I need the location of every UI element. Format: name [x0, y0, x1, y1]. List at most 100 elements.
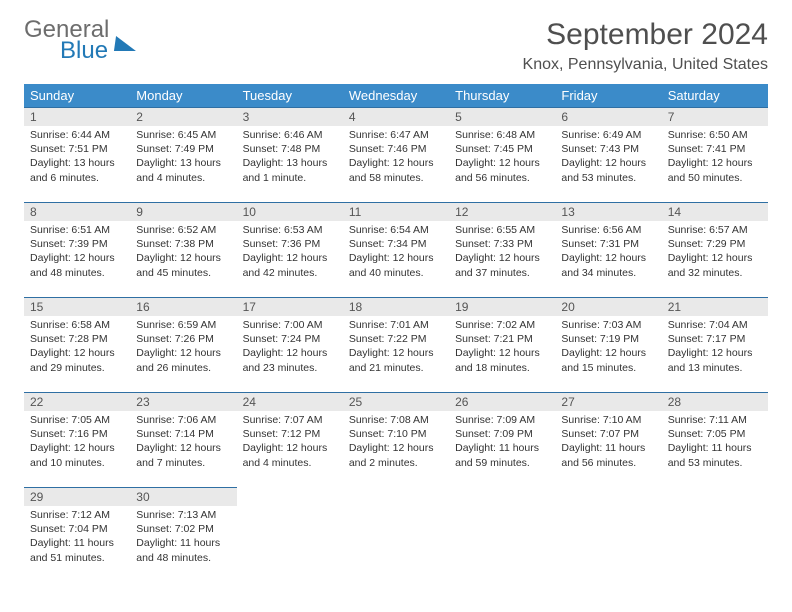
calendar-body: 1Sunrise: 6:44 AMSunset: 7:51 PMDaylight… [24, 108, 768, 583]
day-data: Sunrise: 7:03 AMSunset: 7:19 PMDaylight:… [555, 316, 661, 379]
calendar-cell: 2Sunrise: 6:45 AMSunset: 7:49 PMDaylight… [130, 108, 236, 203]
location: Knox, Pennsylvania, United States [523, 56, 768, 74]
day-number: 7 [662, 108, 768, 126]
calendar-cell: 5Sunrise: 6:48 AMSunset: 7:45 PMDaylight… [449, 108, 555, 203]
calendar-cell: 18Sunrise: 7:01 AMSunset: 7:22 PMDayligh… [343, 298, 449, 393]
calendar-table: SundayMondayTuesdayWednesdayThursdayFrid… [24, 84, 768, 583]
day-number: 8 [24, 203, 130, 221]
day-number: 1 [24, 108, 130, 126]
day-data: Sunrise: 6:58 AMSunset: 7:28 PMDaylight:… [24, 316, 130, 379]
calendar-row: 1Sunrise: 6:44 AMSunset: 7:51 PMDaylight… [24, 108, 768, 203]
calendar-cell: 24Sunrise: 7:07 AMSunset: 7:12 PMDayligh… [237, 393, 343, 488]
day-number: 24 [237, 393, 343, 411]
day-number: 28 [662, 393, 768, 411]
title-block: September 2024 Knox, Pennsylvania, Unite… [523, 18, 768, 74]
day-number: 21 [662, 298, 768, 316]
day-number: 18 [343, 298, 449, 316]
day-number: 17 [237, 298, 343, 316]
calendar-cell: 17Sunrise: 7:00 AMSunset: 7:24 PMDayligh… [237, 298, 343, 393]
sail-icon [114, 36, 138, 51]
calendar-row: 8Sunrise: 6:51 AMSunset: 7:39 PMDaylight… [24, 203, 768, 298]
day-data: Sunrise: 6:46 AMSunset: 7:48 PMDaylight:… [237, 126, 343, 189]
day-data: Sunrise: 7:07 AMSunset: 7:12 PMDaylight:… [237, 411, 343, 474]
day-data: Sunrise: 6:50 AMSunset: 7:41 PMDaylight:… [662, 126, 768, 189]
day-data: Sunrise: 6:56 AMSunset: 7:31 PMDaylight:… [555, 221, 661, 284]
day-number: 27 [555, 393, 661, 411]
calendar-cell: 21Sunrise: 7:04 AMSunset: 7:17 PMDayligh… [662, 298, 768, 393]
calendar-cell: 7Sunrise: 6:50 AMSunset: 7:41 PMDaylight… [662, 108, 768, 203]
calendar-cell: 15Sunrise: 6:58 AMSunset: 7:28 PMDayligh… [24, 298, 130, 393]
day-data: Sunrise: 7:09 AMSunset: 7:09 PMDaylight:… [449, 411, 555, 474]
day-number: 16 [130, 298, 236, 316]
logo: General Blue [24, 18, 137, 63]
calendar-cell: 3Sunrise: 6:46 AMSunset: 7:48 PMDaylight… [237, 108, 343, 203]
calendar-cell: 26Sunrise: 7:09 AMSunset: 7:09 PMDayligh… [449, 393, 555, 488]
day-data: Sunrise: 7:12 AMSunset: 7:04 PMDaylight:… [24, 506, 130, 569]
day-number: 5 [449, 108, 555, 126]
logo-part2: Blue [60, 39, 109, 63]
calendar-cell [343, 488, 449, 583]
calendar-cell: 6Sunrise: 6:49 AMSunset: 7:43 PMDaylight… [555, 108, 661, 203]
day-data: Sunrise: 6:47 AMSunset: 7:46 PMDaylight:… [343, 126, 449, 189]
day-data: Sunrise: 6:59 AMSunset: 7:26 PMDaylight:… [130, 316, 236, 379]
calendar-cell: 20Sunrise: 7:03 AMSunset: 7:19 PMDayligh… [555, 298, 661, 393]
day-data: Sunrise: 6:48 AMSunset: 7:45 PMDaylight:… [449, 126, 555, 189]
day-number: 23 [130, 393, 236, 411]
day-data: Sunrise: 6:51 AMSunset: 7:39 PMDaylight:… [24, 221, 130, 284]
day-number: 20 [555, 298, 661, 316]
day-data: Sunrise: 6:52 AMSunset: 7:38 PMDaylight:… [130, 221, 236, 284]
day-data: Sunrise: 6:53 AMSunset: 7:36 PMDaylight:… [237, 221, 343, 284]
calendar-cell: 14Sunrise: 6:57 AMSunset: 7:29 PMDayligh… [662, 203, 768, 298]
day-data: Sunrise: 7:01 AMSunset: 7:22 PMDaylight:… [343, 316, 449, 379]
day-number: 22 [24, 393, 130, 411]
weekday-header: Wednesday [343, 84, 449, 108]
month-title: September 2024 [523, 18, 768, 52]
calendar-cell: 11Sunrise: 6:54 AMSunset: 7:34 PMDayligh… [343, 203, 449, 298]
day-number: 11 [343, 203, 449, 221]
calendar-cell [555, 488, 661, 583]
weekday-header: Saturday [662, 84, 768, 108]
day-number: 15 [24, 298, 130, 316]
weekday-header: Monday [130, 84, 236, 108]
day-number: 13 [555, 203, 661, 221]
calendar-cell: 9Sunrise: 6:52 AMSunset: 7:38 PMDaylight… [130, 203, 236, 298]
calendar-cell [449, 488, 555, 583]
day-number: 6 [555, 108, 661, 126]
day-number: 10 [237, 203, 343, 221]
calendar-cell: 8Sunrise: 6:51 AMSunset: 7:39 PMDaylight… [24, 203, 130, 298]
day-data: Sunrise: 7:10 AMSunset: 7:07 PMDaylight:… [555, 411, 661, 474]
calendar-cell: 12Sunrise: 6:55 AMSunset: 7:33 PMDayligh… [449, 203, 555, 298]
calendar-cell: 1Sunrise: 6:44 AMSunset: 7:51 PMDaylight… [24, 108, 130, 203]
day-number: 4 [343, 108, 449, 126]
calendar-row: 15Sunrise: 6:58 AMSunset: 7:28 PMDayligh… [24, 298, 768, 393]
day-number: 3 [237, 108, 343, 126]
day-data: Sunrise: 7:08 AMSunset: 7:10 PMDaylight:… [343, 411, 449, 474]
calendar-cell: 23Sunrise: 7:06 AMSunset: 7:14 PMDayligh… [130, 393, 236, 488]
day-data: Sunrise: 6:57 AMSunset: 7:29 PMDaylight:… [662, 221, 768, 284]
calendar-row: 22Sunrise: 7:05 AMSunset: 7:16 PMDayligh… [24, 393, 768, 488]
logo-text: General Blue [24, 18, 109, 63]
calendar-cell: 25Sunrise: 7:08 AMSunset: 7:10 PMDayligh… [343, 393, 449, 488]
weekday-header-row: SundayMondayTuesdayWednesdayThursdayFrid… [24, 84, 768, 108]
calendar-cell: 29Sunrise: 7:12 AMSunset: 7:04 PMDayligh… [24, 488, 130, 583]
calendar-cell: 16Sunrise: 6:59 AMSunset: 7:26 PMDayligh… [130, 298, 236, 393]
day-data: Sunrise: 7:06 AMSunset: 7:14 PMDaylight:… [130, 411, 236, 474]
day-data: Sunrise: 7:00 AMSunset: 7:24 PMDaylight:… [237, 316, 343, 379]
calendar-cell: 13Sunrise: 6:56 AMSunset: 7:31 PMDayligh… [555, 203, 661, 298]
header: General Blue September 2024 Knox, Pennsy… [24, 18, 768, 74]
calendar-cell [237, 488, 343, 583]
calendar-cell: 28Sunrise: 7:11 AMSunset: 7:05 PMDayligh… [662, 393, 768, 488]
calendar-row: 29Sunrise: 7:12 AMSunset: 7:04 PMDayligh… [24, 488, 768, 583]
day-data: Sunrise: 6:49 AMSunset: 7:43 PMDaylight:… [555, 126, 661, 189]
day-number: 2 [130, 108, 236, 126]
day-data: Sunrise: 7:04 AMSunset: 7:17 PMDaylight:… [662, 316, 768, 379]
day-number: 30 [130, 488, 236, 506]
day-number: 19 [449, 298, 555, 316]
day-number: 25 [343, 393, 449, 411]
calendar-cell: 19Sunrise: 7:02 AMSunset: 7:21 PMDayligh… [449, 298, 555, 393]
calendar-cell: 10Sunrise: 6:53 AMSunset: 7:36 PMDayligh… [237, 203, 343, 298]
calendar-cell: 30Sunrise: 7:13 AMSunset: 7:02 PMDayligh… [130, 488, 236, 583]
day-data: Sunrise: 6:45 AMSunset: 7:49 PMDaylight:… [130, 126, 236, 189]
day-data: Sunrise: 7:11 AMSunset: 7:05 PMDaylight:… [662, 411, 768, 474]
weekday-header: Tuesday [237, 84, 343, 108]
